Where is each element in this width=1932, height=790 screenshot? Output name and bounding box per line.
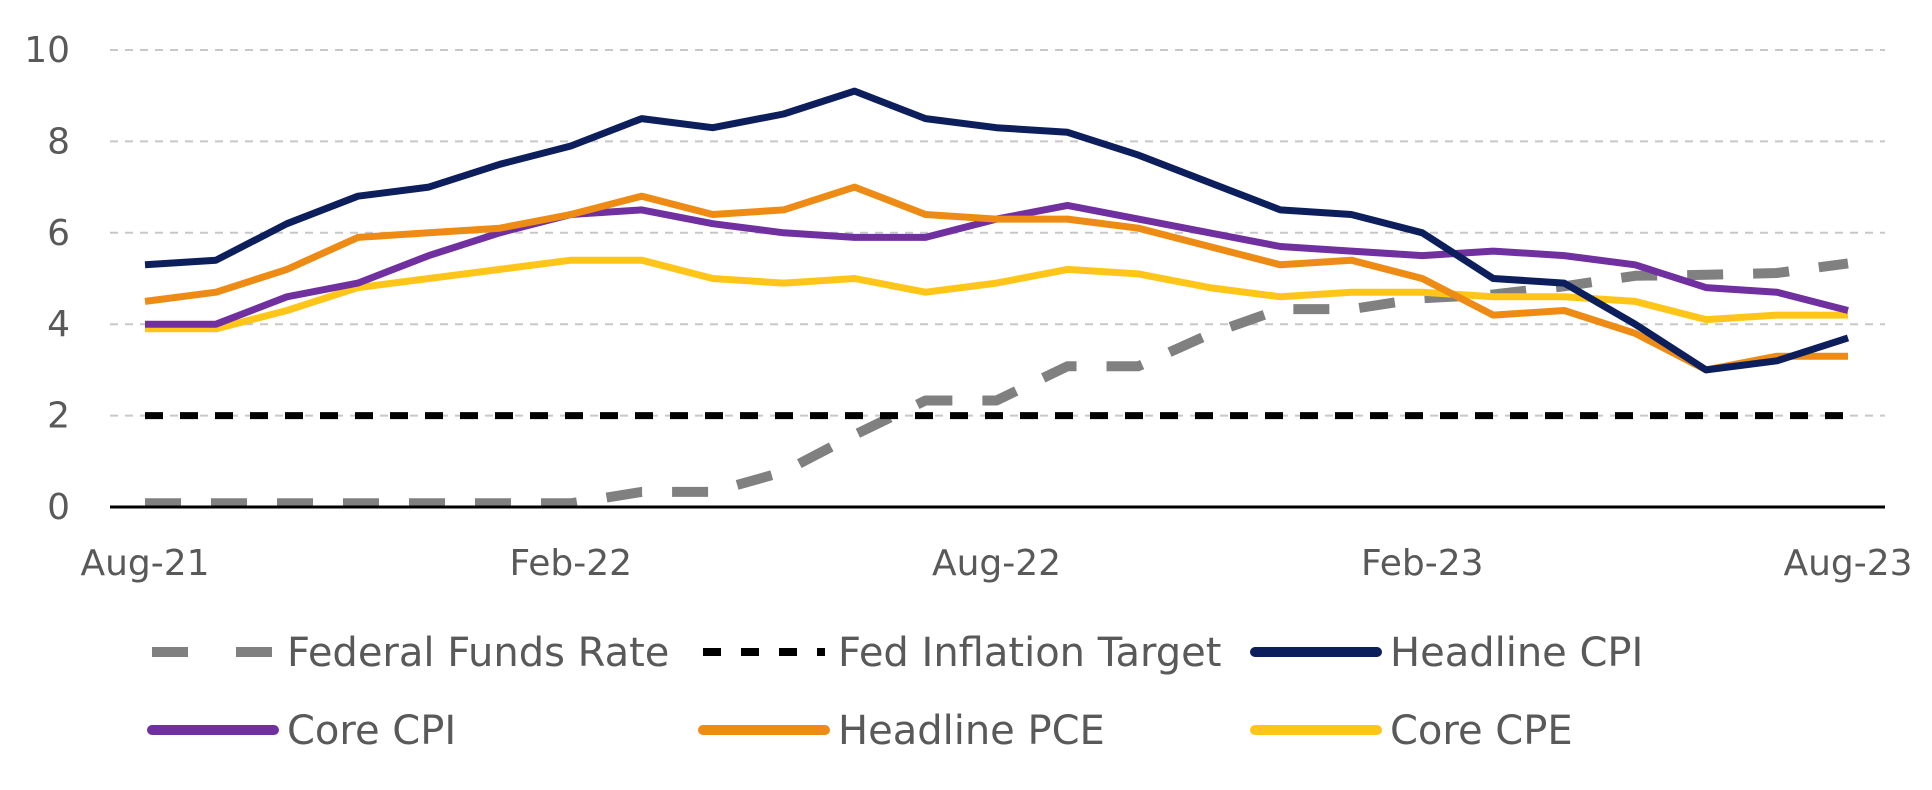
legend-item: Core CPE [1250, 708, 1573, 754]
series-line-headline-pce [144, 183, 1848, 374]
legend-item: Core CPI [147, 708, 456, 754]
legend-label: Headline CPI [1390, 630, 1643, 676]
series-line-headline-cpi [144, 87, 1850, 374]
legend-label: Core CPI [287, 708, 456, 754]
y-tick-label: 8 [47, 121, 70, 162]
y-tick-label: 0 [47, 487, 70, 528]
x-tick-label: Feb-22 [509, 543, 632, 584]
series-lines [144, 87, 1850, 509]
legend-item: Federal Funds Rate [152, 630, 669, 676]
legend-label: Core CPE [1390, 708, 1573, 754]
x-tick-label: Aug-22 [932, 543, 1061, 584]
legend-item: Headline PCE [698, 708, 1105, 754]
series-line-core-cpi [145, 201, 1849, 328]
y-tick-label: 10 [24, 30, 70, 71]
legend-item: Headline CPI [1250, 630, 1643, 676]
legend-label: Federal Funds Rate [287, 630, 669, 676]
x-tick-label: Aug-21 [80, 543, 209, 584]
y-tick-label: 4 [47, 304, 70, 345]
axes: 0 2 4 6 8 10 Aug-21 Feb-22 Aug-22 Feb-23 Aug-23 [24, 30, 1912, 584]
x-tick-label: Feb-23 [1361, 543, 1484, 584]
y-tick-label: 2 [47, 396, 70, 437]
legend-item: Fed Inflation Target [703, 630, 1221, 676]
legend-label: Headline PCE [838, 708, 1105, 754]
series-line-core-cpe [145, 256, 1848, 333]
x-tick-label: Aug-23 [1783, 543, 1912, 584]
legend-label: Fed Inflation Target [838, 630, 1221, 676]
y-tick-label: 6 [47, 213, 70, 254]
legend: Federal Funds Rate Fed Inflation Target He… [147, 630, 1643, 754]
